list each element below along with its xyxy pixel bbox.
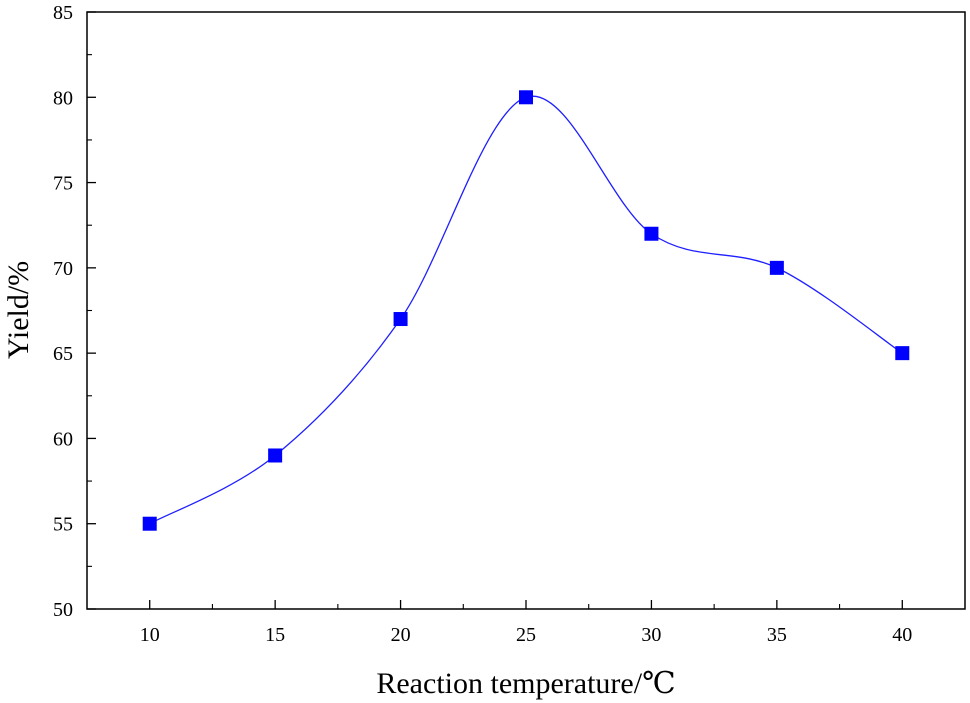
- x-tick-label: 25: [516, 624, 536, 646]
- x-tick-label: 40: [892, 624, 912, 646]
- data-point-marker: [519, 90, 533, 105]
- data-point-marker: [393, 312, 408, 327]
- y-tick-label: 75: [53, 173, 73, 195]
- y-tick-label: 60: [53, 428, 73, 450]
- y-tick-label: 55: [53, 514, 73, 536]
- x-tick-label: 35: [767, 624, 787, 646]
- y-tick-label: 70: [53, 258, 73, 280]
- data-point-marker: [142, 516, 157, 531]
- points-layer: [142, 90, 910, 531]
- data-point-marker: [644, 226, 659, 241]
- axes-layer: 50 55 60 65 70 75 80 85 10 15 20 25 30 35 40: [53, 2, 912, 646]
- data-point-marker: [895, 346, 910, 361]
- series-curve: [149, 95, 903, 525]
- data-point-marker: [268, 448, 283, 463]
- data-point-marker: [769, 260, 784, 275]
- y-tick-label: 50: [53, 599, 73, 621]
- y-axis-title: Yield/%: [2, 261, 35, 359]
- y-tick-label: 85: [53, 2, 73, 24]
- x-tick-label: 15: [265, 624, 285, 646]
- y-tick-label: 80: [53, 87, 73, 109]
- x-tick-label: 10: [140, 624, 160, 646]
- x-tick-label: 20: [391, 624, 411, 646]
- y-tick-label: 65: [53, 343, 73, 365]
- x-axis-title: Reaction temperature/℃: [376, 667, 675, 700]
- x-tick-label: 30: [641, 624, 661, 646]
